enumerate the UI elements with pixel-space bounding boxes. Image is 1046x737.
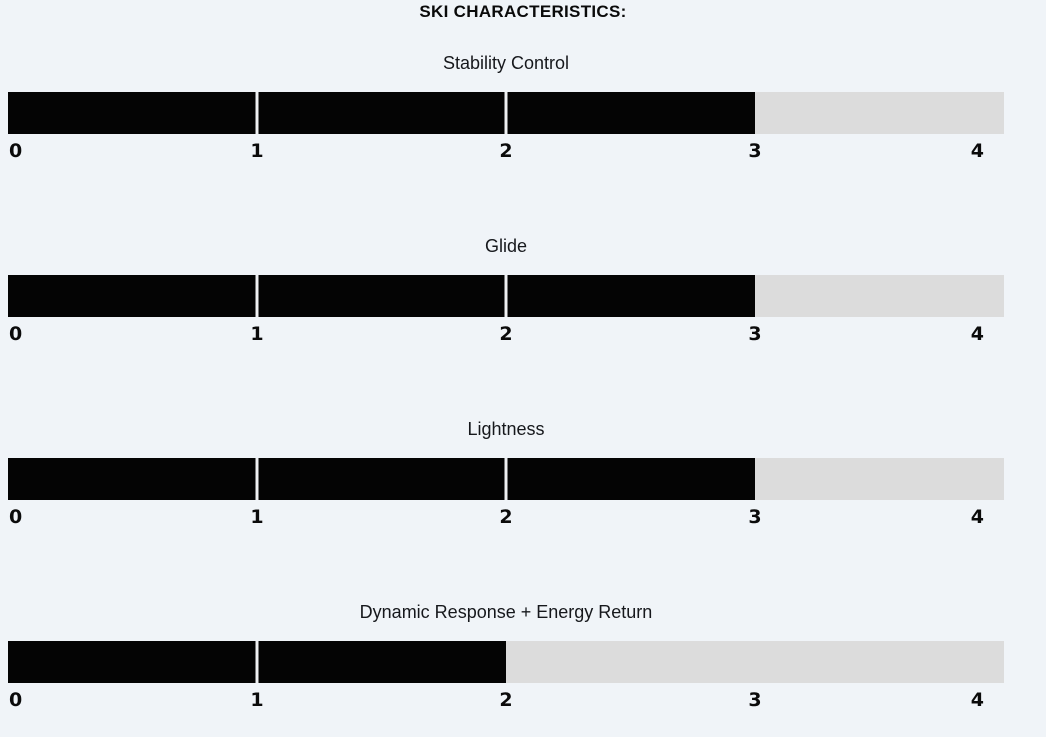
- characteristic-label: Glide: [484, 236, 528, 256]
- characteristics-chart: Stability Control 0 1 2 3 4 Glide 0 1 2 …: [8, 52, 1004, 714]
- bar-segment-divider: [255, 641, 259, 683]
- tick-label-4: 4: [970, 140, 984, 162]
- rating-scale: 0 1 2 3 4: [8, 139, 1004, 165]
- tick-label-0: 0: [9, 506, 23, 528]
- characteristic-row-glide: Glide 0 1 2 3 4: [8, 235, 1004, 348]
- tick-label-4: 4: [970, 323, 984, 345]
- rating-scale: 0 1 2 3 4: [8, 322, 1004, 348]
- bar-segment-divider: [504, 275, 508, 317]
- tick-label-3: 3: [748, 689, 762, 711]
- tick-label-3: 3: [748, 506, 762, 528]
- tick-label-2: 2: [499, 140, 513, 162]
- characteristic-row-stability-control: Stability Control 0 1 2 3 4: [8, 52, 1004, 165]
- tick-label-1: 1: [250, 689, 264, 711]
- rating-scale: 0 1 2 3 4: [8, 688, 1004, 714]
- tick-label-0: 0: [9, 140, 23, 162]
- tick-label-0: 0: [9, 323, 23, 345]
- tick-label-1: 1: [250, 140, 264, 162]
- tick-label-2: 2: [499, 506, 513, 528]
- rating-bar-fill: [8, 92, 755, 134]
- bar-segment-divider: [504, 92, 508, 134]
- characteristic-label: Dynamic Response + Energy Return: [359, 602, 653, 622]
- bar-segment-divider: [255, 92, 259, 134]
- bar-segment-divider: [255, 458, 259, 500]
- tick-label-2: 2: [499, 323, 513, 345]
- characteristic-row-dynamic-response: Dynamic Response + Energy Return 0 1 2 3…: [8, 601, 1004, 714]
- bar-segment-divider: [504, 458, 508, 500]
- rating-bar-fill: [8, 458, 755, 500]
- tick-label-0: 0: [9, 689, 23, 711]
- page-title: SKI CHARACTERISTICS:: [419, 2, 627, 21]
- rating-bar: [8, 641, 1004, 683]
- rating-scale: 0 1 2 3 4: [8, 505, 1004, 531]
- tick-label-4: 4: [970, 506, 984, 528]
- page-header: SKI CHARACTERISTICS:: [0, 0, 1046, 21]
- tick-label-1: 1: [250, 323, 264, 345]
- tick-label-2: 2: [499, 689, 513, 711]
- tick-label-1: 1: [250, 506, 264, 528]
- characteristic-label: Stability Control: [442, 53, 570, 73]
- rating-bar: [8, 275, 1004, 317]
- rating-bar-fill: [8, 275, 755, 317]
- bar-segment-divider: [255, 275, 259, 317]
- rating-bar-fill: [8, 641, 506, 683]
- rating-bar: [8, 458, 1004, 500]
- tick-label-3: 3: [748, 323, 762, 345]
- tick-label-3: 3: [748, 140, 762, 162]
- characteristic-row-lightness: Lightness 0 1 2 3 4: [8, 418, 1004, 531]
- tick-label-4: 4: [970, 689, 984, 711]
- rating-bar: [8, 92, 1004, 134]
- characteristic-label: Lightness: [467, 419, 545, 439]
